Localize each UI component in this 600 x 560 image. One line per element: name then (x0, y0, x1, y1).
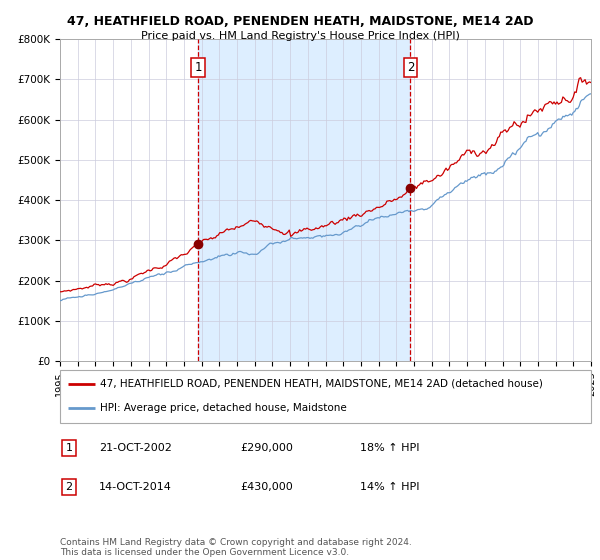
Text: £430,000: £430,000 (240, 482, 293, 492)
Text: 21-OCT-2002: 21-OCT-2002 (99, 443, 172, 453)
Text: 2: 2 (407, 61, 414, 74)
Text: 2: 2 (65, 482, 73, 492)
Text: Contains HM Land Registry data © Crown copyright and database right 2024.
This d: Contains HM Land Registry data © Crown c… (60, 538, 412, 557)
Text: 47, HEATHFIELD ROAD, PENENDEN HEATH, MAIDSTONE, ME14 2AD: 47, HEATHFIELD ROAD, PENENDEN HEATH, MAI… (67, 15, 533, 28)
Text: HPI: Average price, detached house, Maidstone: HPI: Average price, detached house, Maid… (100, 403, 347, 413)
Text: 47, HEATHFIELD ROAD, PENENDEN HEATH, MAIDSTONE, ME14 2AD (detached house): 47, HEATHFIELD ROAD, PENENDEN HEATH, MAI… (100, 379, 543, 389)
Text: £290,000: £290,000 (240, 443, 293, 453)
Bar (198, 39, 410, 361)
FancyBboxPatch shape (60, 370, 591, 423)
Text: 14-OCT-2014: 14-OCT-2014 (99, 482, 172, 492)
Text: Price paid vs. HM Land Registry's House Price Index (HPI): Price paid vs. HM Land Registry's House … (140, 31, 460, 41)
Text: 1: 1 (65, 443, 73, 453)
Text: 18% ↑ HPI: 18% ↑ HPI (360, 443, 419, 453)
Text: 1: 1 (194, 61, 202, 74)
Text: 14% ↑ HPI: 14% ↑ HPI (360, 482, 419, 492)
